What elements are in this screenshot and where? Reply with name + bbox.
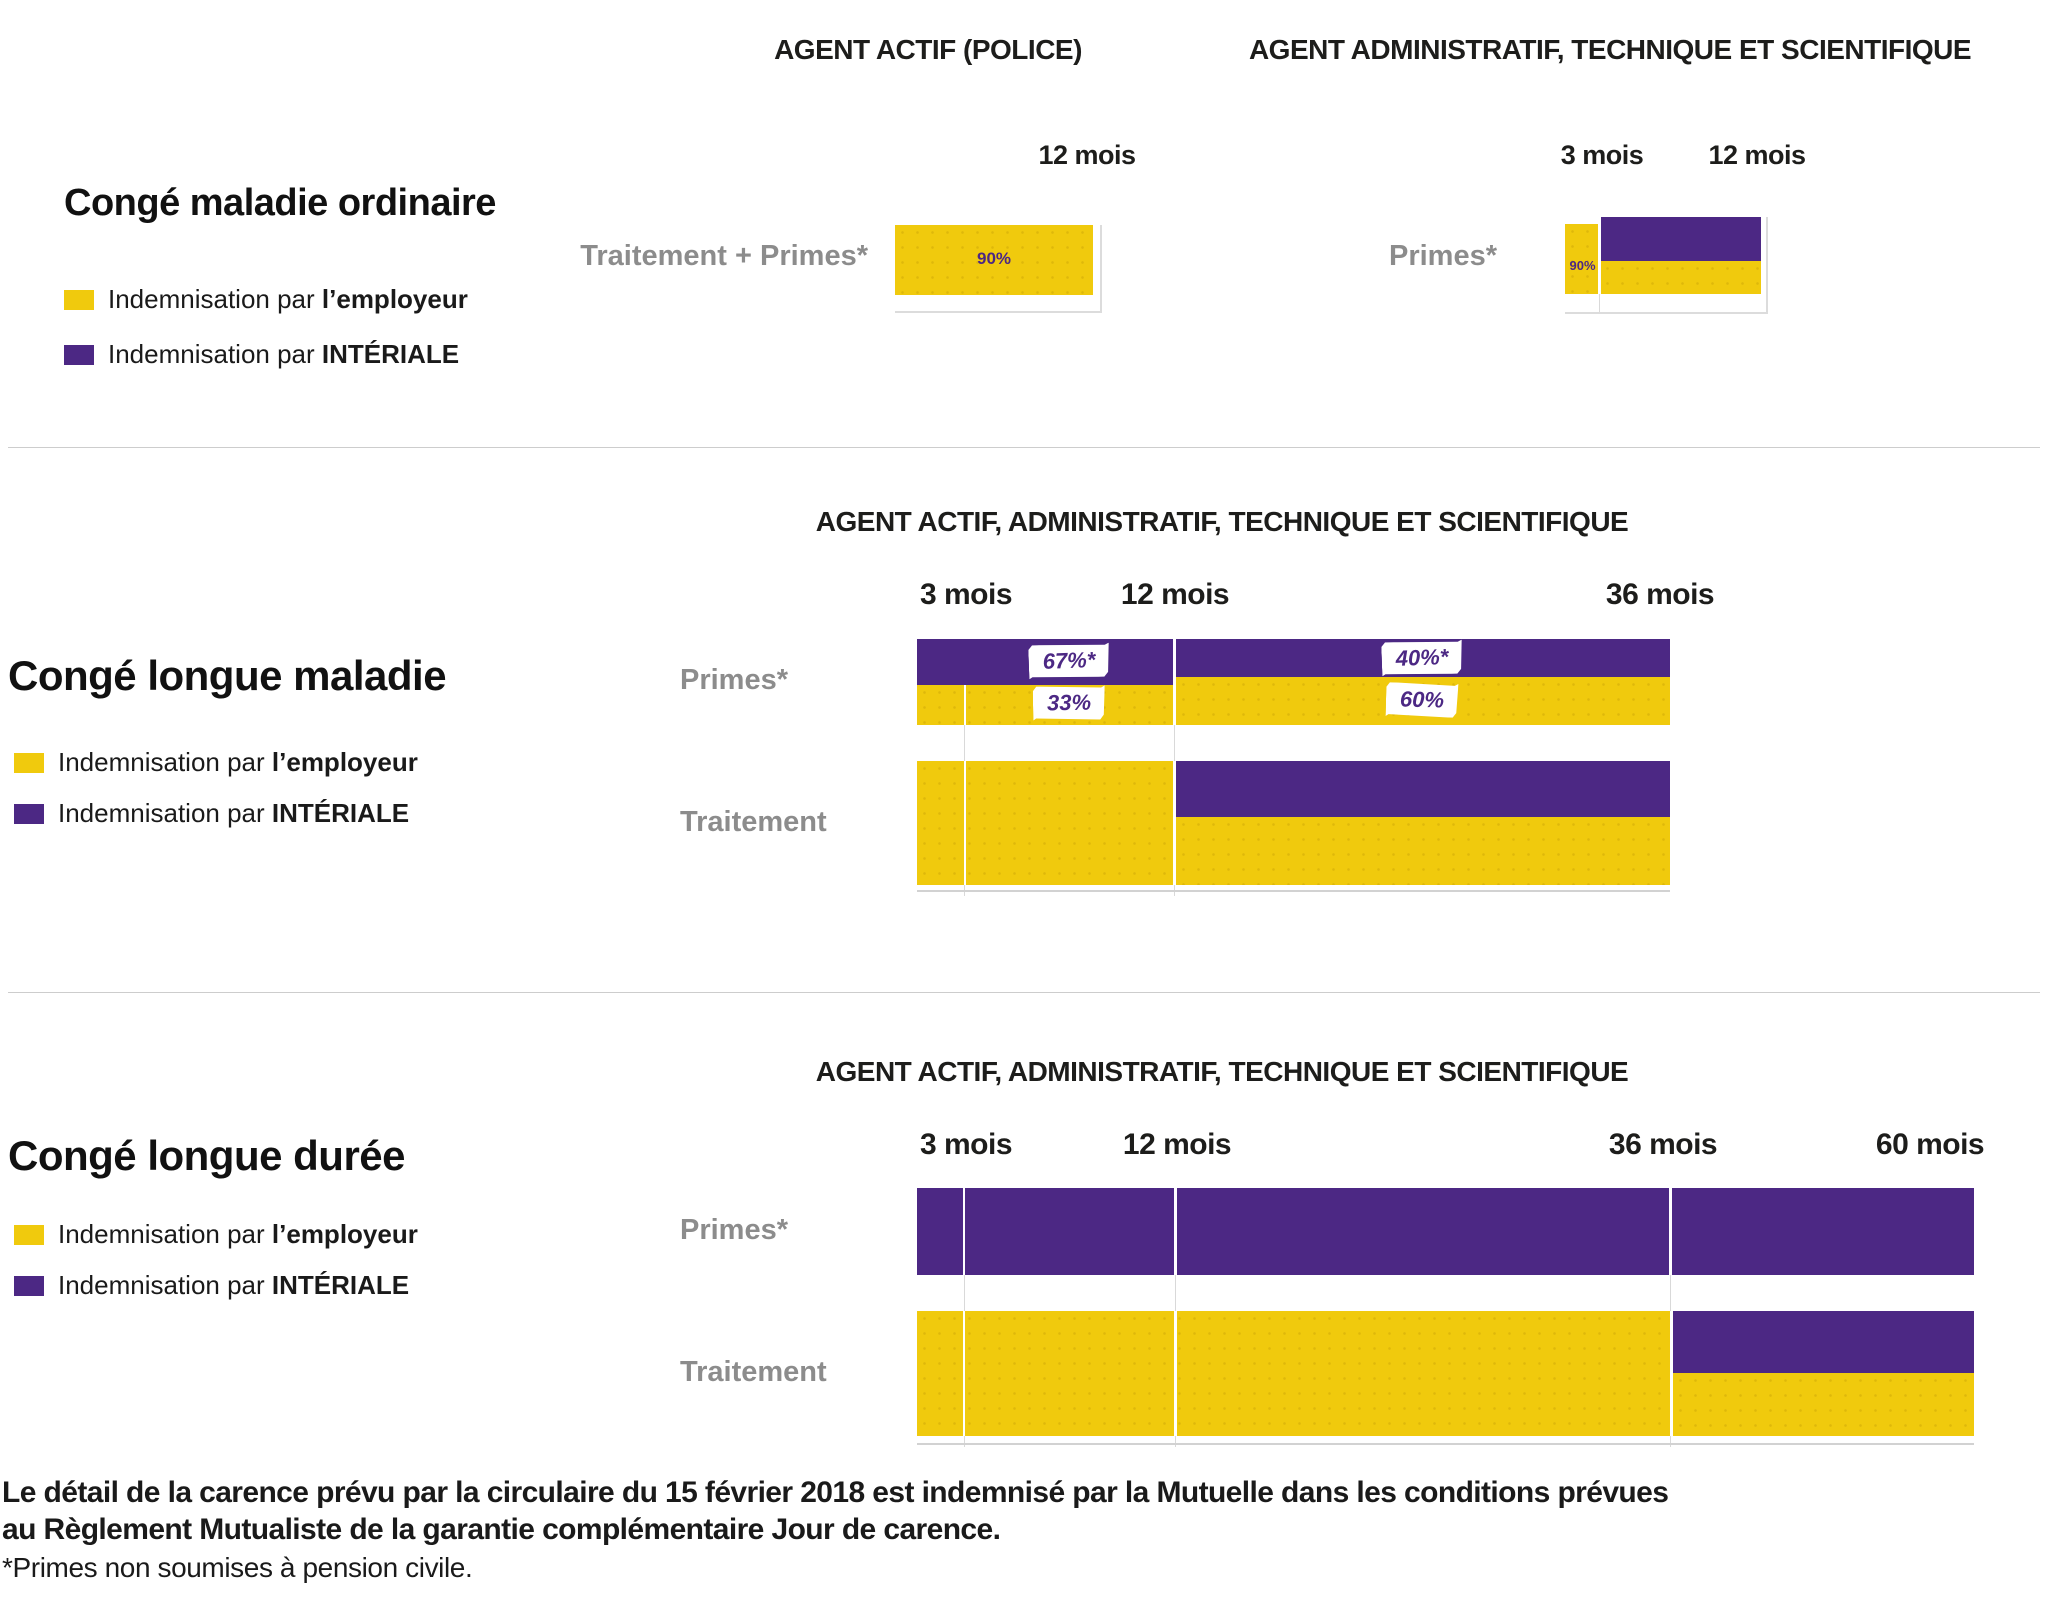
- legend-text-employeur: Indemnisation par: [108, 284, 322, 314]
- gridline-12-mois-grey: [1175, 1275, 1176, 1311]
- legend-text-interiale: Indemnisation par: [108, 339, 322, 369]
- header-agent-actif-police: AGENT ACTIF (POLICE): [774, 34, 1082, 65]
- section-divider-2: [8, 992, 2040, 993]
- legend-strong-interiale: INTÉRIALE: [271, 798, 410, 828]
- header-agents-longue-maladie: AGENT ACTIF, ADMINISTRATIF, TECHNIQUE ET…: [815, 506, 1629, 537]
- badge-interiale-67: 67%*: [1028, 643, 1110, 680]
- legend-label-interiale: Indemnisation par INTÉRIALE: [58, 1270, 409, 1301]
- gridline-12-mois: [1174, 1311, 1177, 1436]
- gridline-3-mois-white: [1598, 217, 1601, 294]
- legend-label-employeur: Indemnisation par l’employeur: [58, 1219, 418, 1250]
- legend-strong-employeur: l’employeur: [271, 747, 418, 777]
- gridline-3-mois-grey: [964, 725, 965, 761]
- bar-clm-traitement-interiale-12-36: [1176, 761, 1670, 817]
- legend-text-employeur: Indemnisation par: [58, 747, 272, 777]
- bar-admin-interiale-3-12: [1600, 217, 1761, 261]
- header-agent-administratif: AGENT ADMINISTRATIF, TECHNIQUE ET SCIENT…: [1248, 34, 1972, 65]
- axis-baseline-cld: [917, 1443, 1974, 1445]
- legend-row-interiale: Indemnisation par INTÉRIALE: [14, 798, 409, 829]
- gridline-3-mois: [964, 685, 966, 725]
- legend-text-employeur: Indemnisation par: [58, 1219, 272, 1249]
- footnote-line-2: au Règlement Mutualiste de la garantie c…: [2, 1513, 1001, 1546]
- legend-swatch-interiale: [14, 803, 44, 824]
- legend-label-interiale: Indemnisation par INTÉRIALE: [108, 339, 459, 370]
- gridline-36-mois-grey: [1670, 1436, 1671, 1447]
- section-title-conge-longue-maladie: Congé longue maladie: [8, 652, 447, 699]
- value-admin-90: 90%: [1569, 258, 1596, 273]
- row-label-primes-admin: Primes*: [1388, 240, 1497, 272]
- tick-36-mois-clm: 36 mois: [1605, 578, 1715, 611]
- section-divider-1: [8, 447, 2040, 448]
- bar-clm-primes-employeur-12-36: [1176, 677, 1670, 725]
- gridline-3-mois: [963, 1188, 965, 1275]
- legend-swatch-employeur: [64, 289, 94, 310]
- legend-row-interiale: Indemnisation par INTÉRIALE: [14, 1270, 409, 1301]
- tick-3-mois-clm: 3 mois: [919, 578, 1013, 611]
- header-agents-longue-duree: AGENT ACTIF, ADMINISTRATIF, TECHNIQUE ET…: [815, 1056, 1629, 1087]
- legend-text-interiale: Indemnisation par: [58, 798, 272, 828]
- gridline-12-mois-grey: [1175, 1436, 1176, 1447]
- section-title-conge-longue-duree: Congé longue durée: [8, 1132, 406, 1179]
- chart-police-frame: 90%: [895, 225, 1102, 313]
- tick-3-mois-admin: 3 mois: [1560, 140, 1644, 170]
- bar-admin-employeur-0-3: [1565, 224, 1600, 294]
- row-label-traitement-cld: Traitement: [680, 1356, 827, 1388]
- gridline-12-mois: [1174, 1188, 1177, 1275]
- gridline-3-mois-grey: [1599, 294, 1600, 312]
- legend-row-interiale: Indemnisation par INTÉRIALE: [64, 339, 459, 370]
- footnote-line-1: Le détail de la carence prévu par la cir…: [2, 1476, 1669, 1509]
- legend-text-interiale: Indemnisation par: [58, 1270, 272, 1300]
- badge-employeur-33: 33%: [1033, 685, 1106, 720]
- gridline-3-mois-grey: [964, 1436, 965, 1447]
- row-label-traitement-primes: Traitement + Primes*: [580, 240, 868, 272]
- bar-cld-traitement-employeur-36-60: [1673, 1373, 1974, 1436]
- tick-12-mois-cld: 12 mois: [1122, 1128, 1232, 1161]
- legend-row-employeur: Indemnisation par l’employeur: [14, 747, 418, 778]
- tick-12-mois-admin: 12 mois: [1708, 140, 1806, 170]
- legend-swatch-interiale: [64, 344, 94, 365]
- legend-strong-interiale: INTÉRIALE: [271, 1270, 410, 1300]
- bar-police-employeur: [895, 225, 1093, 295]
- tick-12-mois-clm: 12 mois: [1120, 578, 1230, 611]
- legend-strong-interiale: INTÉRIALE: [321, 339, 460, 369]
- tick-12-mois-police: 12 mois: [1038, 140, 1136, 170]
- gridline-12-mois-grey: [1174, 725, 1175, 761]
- legend-label-employeur: Indemnisation par l’employeur: [58, 747, 418, 778]
- bar-cld-traitement-employeur-0-36: [917, 1311, 1670, 1436]
- legend-row-employeur: Indemnisation par l’employeur: [64, 284, 468, 315]
- legend-row-employeur: Indemnisation par l’employeur: [14, 1219, 418, 1250]
- badge-employeur-60: 60%: [1386, 682, 1459, 718]
- chart-admin-frame: 90%: [1565, 217, 1768, 314]
- gridline-3-mois: [963, 1311, 965, 1436]
- gridline-36-mois: [1669, 1188, 1672, 1275]
- row-label-primes-clm: Primes*: [680, 664, 789, 696]
- row-label-traitement-clm: Traitement: [680, 806, 827, 838]
- bar-cld-traitement-interiale-36-60: [1673, 1311, 1974, 1373]
- tick-36-mois-cld: 36 mois: [1608, 1128, 1718, 1161]
- value-police-90: 90%: [976, 249, 1012, 268]
- gridline-36-mois-grey: [1670, 1275, 1671, 1311]
- row-label-primes-cld: Primes*: [680, 1214, 789, 1246]
- gridline-3-mois: [964, 761, 966, 885]
- legend-label-interiale: Indemnisation par INTÉRIALE: [58, 798, 409, 829]
- legend-label-employeur: Indemnisation par l’employeur: [108, 284, 468, 315]
- section-title-conge-maladie-ordinaire: Congé maladie ordinaire: [64, 182, 496, 224]
- legend-strong-employeur: l’employeur: [321, 284, 468, 314]
- axis-baseline-clm: [917, 890, 1670, 892]
- tick-3-mois-cld: 3 mois: [919, 1128, 1013, 1161]
- legend-swatch-interiale: [14, 1275, 44, 1296]
- bar-clm-traitement-employeur-0-12: [917, 761, 1173, 885]
- footnote-line-3: *Primes non soumises à pension civile.: [2, 1552, 473, 1583]
- bar-cld-primes-interiale-0-60: [917, 1188, 1974, 1275]
- gridline-3-mois-grey: [964, 1275, 965, 1311]
- bar-admin-employeur-3-12: [1600, 261, 1761, 294]
- legend-strong-employeur: l’employeur: [271, 1219, 418, 1249]
- legend-swatch-employeur: [14, 1224, 44, 1245]
- badge-interiale-40: 40%*: [1381, 640, 1463, 677]
- legend-swatch-employeur: [14, 752, 44, 773]
- tick-60-mois-cld: 60 mois: [1875, 1128, 1985, 1161]
- bar-clm-traitement-employeur-12-36: [1176, 817, 1670, 885]
